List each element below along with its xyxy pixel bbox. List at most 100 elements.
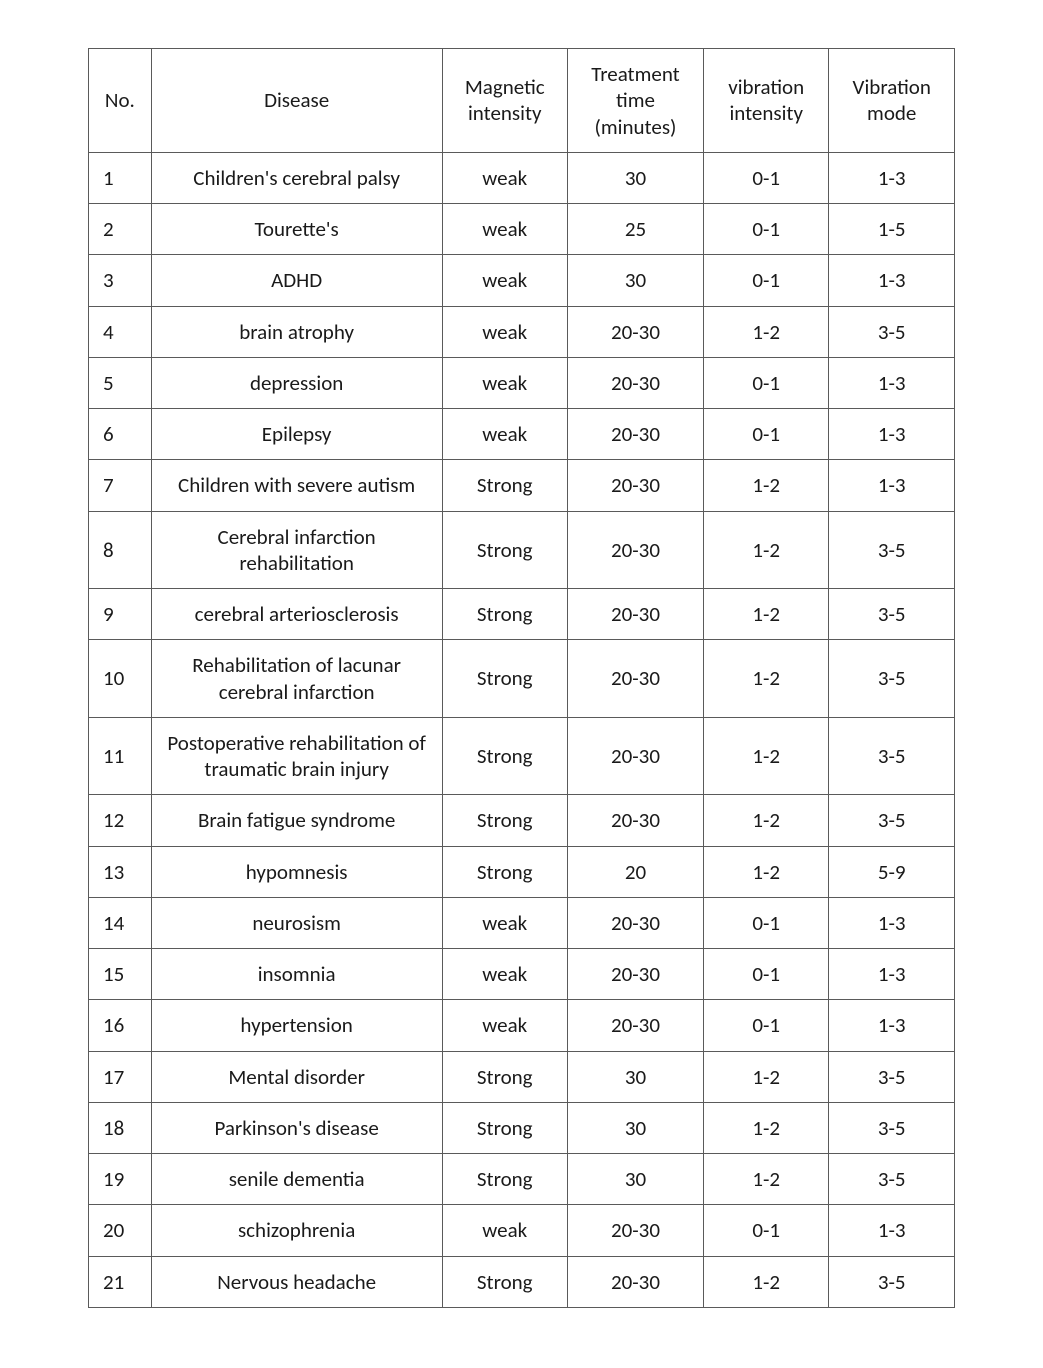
cell-magnetic-intensity: weak bbox=[442, 897, 568, 948]
cell-no: 10 bbox=[89, 640, 152, 718]
table-row: 15insomniaweak20-300-11-3 bbox=[89, 949, 955, 1000]
cell-vibration-intensity: 0-1 bbox=[703, 152, 829, 203]
cell-vibration-mode: 3-5 bbox=[829, 640, 955, 718]
cell-no: 14 bbox=[89, 897, 152, 948]
cell-disease: Cerebral infarction rehabilitation bbox=[151, 511, 442, 589]
cell-vibration-mode: 3-5 bbox=[829, 717, 955, 795]
table-row: 10Rehabilitation of lacunar cerebral inf… bbox=[89, 640, 955, 718]
treatment-table: No. Disease Magnetic intensity Treatment… bbox=[88, 48, 955, 1308]
cell-disease: Mental disorder bbox=[151, 1051, 442, 1102]
cell-magnetic-intensity: Strong bbox=[442, 460, 568, 511]
cell-treatment-time: 20-30 bbox=[568, 1205, 704, 1256]
cell-magnetic-intensity: weak bbox=[442, 1205, 568, 1256]
cell-vibration-intensity: 0-1 bbox=[703, 255, 829, 306]
cell-vibration-mode: 1-3 bbox=[829, 255, 955, 306]
cell-disease: senile dementia bbox=[151, 1154, 442, 1205]
cell-vibration-intensity: 0-1 bbox=[703, 949, 829, 1000]
cell-treatment-time: 20-30 bbox=[568, 795, 704, 846]
cell-no: 5 bbox=[89, 357, 152, 408]
cell-vibration-intensity: 1-2 bbox=[703, 1154, 829, 1205]
cell-treatment-time: 20-30 bbox=[568, 897, 704, 948]
table-body: 1Children's cerebral palsyweak300-11-32T… bbox=[89, 152, 955, 1307]
cell-magnetic-intensity: Strong bbox=[442, 1154, 568, 1205]
cell-vibration-mode: 1-3 bbox=[829, 1205, 955, 1256]
cell-no: 16 bbox=[89, 1000, 152, 1051]
cell-disease: depression bbox=[151, 357, 442, 408]
cell-treatment-time: 20-30 bbox=[568, 717, 704, 795]
table-row: 4brain atrophyweak20-301-23-5 bbox=[89, 306, 955, 357]
cell-no: 8 bbox=[89, 511, 152, 589]
cell-treatment-time: 25 bbox=[568, 204, 704, 255]
cell-no: 4 bbox=[89, 306, 152, 357]
table-row: 13hypomnesisStrong201-25-9 bbox=[89, 846, 955, 897]
cell-vibration-mode: 3-5 bbox=[829, 1102, 955, 1153]
cell-vibration-mode: 3-5 bbox=[829, 306, 955, 357]
cell-vibration-intensity: 1-2 bbox=[703, 1256, 829, 1307]
table-header: No. Disease Magnetic intensity Treatment… bbox=[89, 49, 955, 153]
cell-no: 12 bbox=[89, 795, 152, 846]
cell-vibration-mode: 5-9 bbox=[829, 846, 955, 897]
cell-disease: Tourette's bbox=[151, 204, 442, 255]
col-header-disease: Disease bbox=[151, 49, 442, 153]
cell-vibration-intensity: 1-2 bbox=[703, 846, 829, 897]
col-header-magnetic-intensity: Magnetic intensity bbox=[442, 49, 568, 153]
cell-disease: schizophrenia bbox=[151, 1205, 442, 1256]
cell-no: 7 bbox=[89, 460, 152, 511]
cell-vibration-mode: 1-5 bbox=[829, 204, 955, 255]
cell-magnetic-intensity: weak bbox=[442, 255, 568, 306]
cell-no: 6 bbox=[89, 409, 152, 460]
cell-no: 3 bbox=[89, 255, 152, 306]
table-row: 16hypertensionweak20-300-11-3 bbox=[89, 1000, 955, 1051]
cell-magnetic-intensity: weak bbox=[442, 949, 568, 1000]
cell-vibration-mode: 1-3 bbox=[829, 897, 955, 948]
table-row: 17Mental disorderStrong301-23-5 bbox=[89, 1051, 955, 1102]
cell-treatment-time: 20-30 bbox=[568, 949, 704, 1000]
cell-vibration-mode: 3-5 bbox=[829, 1154, 955, 1205]
cell-magnetic-intensity: Strong bbox=[442, 511, 568, 589]
table-row: 14neurosismweak20-300-11-3 bbox=[89, 897, 955, 948]
cell-vibration-intensity: 1-2 bbox=[703, 460, 829, 511]
cell-magnetic-intensity: Strong bbox=[442, 1051, 568, 1102]
table-row: 3ADHDweak300-11-3 bbox=[89, 255, 955, 306]
cell-vibration-mode: 1-3 bbox=[829, 949, 955, 1000]
cell-vibration-intensity: 1-2 bbox=[703, 511, 829, 589]
cell-vibration-mode: 3-5 bbox=[829, 511, 955, 589]
cell-disease: neurosism bbox=[151, 897, 442, 948]
table-row: 19senile dementiaStrong301-23-5 bbox=[89, 1154, 955, 1205]
cell-disease: ADHD bbox=[151, 255, 442, 306]
table-row: 7Children with severe autismStrong20-301… bbox=[89, 460, 955, 511]
col-header-no: No. bbox=[89, 49, 152, 153]
cell-treatment-time: 20-30 bbox=[568, 357, 704, 408]
cell-disease: Nervous headache bbox=[151, 1256, 442, 1307]
cell-vibration-intensity: 1-2 bbox=[703, 589, 829, 640]
col-header-vibration-mode: Vibration mode bbox=[829, 49, 955, 153]
cell-magnetic-intensity: Strong bbox=[442, 589, 568, 640]
cell-treatment-time: 20-30 bbox=[568, 409, 704, 460]
cell-disease: Children with severe autism bbox=[151, 460, 442, 511]
cell-no: 19 bbox=[89, 1154, 152, 1205]
cell-magnetic-intensity: Strong bbox=[442, 1256, 568, 1307]
cell-vibration-mode: 1-3 bbox=[829, 460, 955, 511]
cell-no: 20 bbox=[89, 1205, 152, 1256]
cell-disease: Brain fatigue syndrome bbox=[151, 795, 442, 846]
cell-vibration-intensity: 0-1 bbox=[703, 409, 829, 460]
cell-magnetic-intensity: weak bbox=[442, 306, 568, 357]
cell-no: 9 bbox=[89, 589, 152, 640]
cell-vibration-intensity: 1-2 bbox=[703, 1051, 829, 1102]
col-header-treatment-time: Treatment time (minutes) bbox=[568, 49, 704, 153]
cell-disease: insomnia bbox=[151, 949, 442, 1000]
cell-vibration-intensity: 1-2 bbox=[703, 640, 829, 718]
cell-disease: hypertension bbox=[151, 1000, 442, 1051]
cell-disease: Rehabilitation of lacunar cerebral infar… bbox=[151, 640, 442, 718]
cell-magnetic-intensity: weak bbox=[442, 204, 568, 255]
cell-vibration-mode: 3-5 bbox=[829, 589, 955, 640]
cell-disease: hypomnesis bbox=[151, 846, 442, 897]
table-row: 9cerebral arteriosclerosisStrong20-301-2… bbox=[89, 589, 955, 640]
cell-vibration-intensity: 1-2 bbox=[703, 795, 829, 846]
cell-vibration-intensity: 0-1 bbox=[703, 357, 829, 408]
cell-magnetic-intensity: Strong bbox=[442, 717, 568, 795]
cell-vibration-intensity: 0-1 bbox=[703, 1205, 829, 1256]
cell-vibration-mode: 3-5 bbox=[829, 1256, 955, 1307]
cell-disease: Parkinson's disease bbox=[151, 1102, 442, 1153]
table-row: 21Nervous headacheStrong20-301-23-5 bbox=[89, 1256, 955, 1307]
